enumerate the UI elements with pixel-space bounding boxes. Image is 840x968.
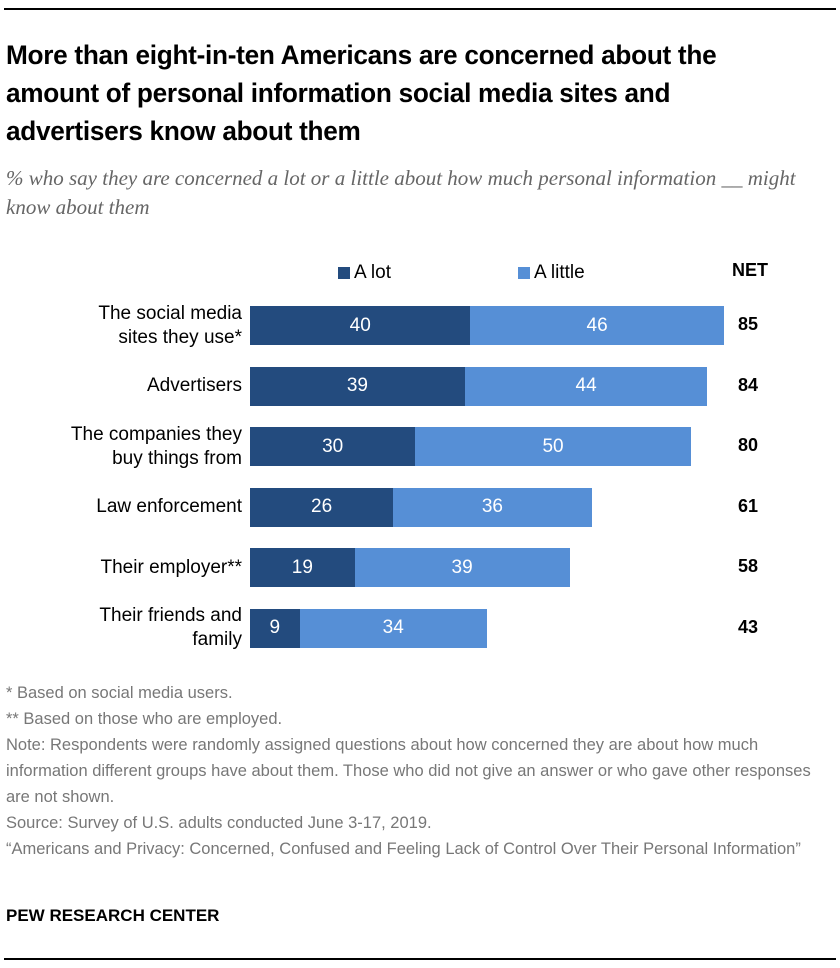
note-text: Note: Respondents were randomly assigned… bbox=[6, 736, 816, 806]
data-label: 36 bbox=[481, 496, 503, 517]
category-label: Law enforcement bbox=[96, 495, 242, 519]
bottom-rule bbox=[4, 958, 836, 960]
chart-title: More than eight-in-ten Americans are con… bbox=[6, 40, 717, 146]
legend-label-a-lot: A lot bbox=[354, 262, 391, 283]
bar-segment-a-lot: 40 bbox=[250, 306, 471, 345]
top-rule bbox=[4, 8, 836, 10]
net-header: NET bbox=[732, 260, 768, 280]
category-label: Their friends and family bbox=[99, 604, 242, 652]
data-label: 26 bbox=[311, 496, 333, 517]
category-label-line: Their employer** bbox=[100, 556, 243, 578]
net-value: 85 bbox=[738, 314, 759, 334]
category-label-line: Advertisers bbox=[146, 375, 242, 396]
footnote-social-media: * Based on social media users. bbox=[6, 684, 233, 702]
notes: * Based on social media users. ** Based … bbox=[6, 680, 836, 862]
bar-segment-a-little: 36 bbox=[393, 487, 592, 527]
net-value: 43 bbox=[738, 616, 759, 637]
net-value: 61 bbox=[738, 495, 759, 516]
data-label: 9 bbox=[269, 617, 281, 638]
data-label: 34 bbox=[382, 617, 404, 638]
bar-segment-a-lot: 9 bbox=[250, 608, 300, 648]
bar-segment-a-lot: 39 bbox=[250, 366, 465, 406]
category-label-line: The companies they bbox=[70, 423, 242, 445]
bar-segment-a-lot: 26 bbox=[250, 487, 394, 527]
net-value: 80 bbox=[738, 435, 759, 455]
category-label-line: family bbox=[192, 629, 242, 650]
source-text: Source: Survey of U.S. adults conducted … bbox=[6, 814, 432, 832]
net-value: 84 bbox=[738, 374, 759, 395]
data-label: 39 bbox=[451, 556, 473, 578]
legend-item-a-little: A little bbox=[518, 262, 585, 284]
bar-segment-a-lot: 19 bbox=[250, 548, 355, 587]
category-label-line: Law enforcement bbox=[96, 496, 242, 517]
category-label: Their employer** bbox=[101, 556, 243, 580]
bar-segment-a-little: 39 bbox=[354, 548, 570, 587]
bar-segment-a-little: 44 bbox=[464, 366, 708, 406]
data-label: 50 bbox=[542, 435, 564, 457]
net-value: 58 bbox=[738, 556, 759, 576]
data-label: 46 bbox=[586, 314, 608, 336]
data-label: 44 bbox=[575, 375, 597, 396]
category-label: The companies they buy things from bbox=[71, 423, 242, 471]
bar-segment-a-little: 34 bbox=[299, 608, 487, 648]
category-label-line: sites they use* bbox=[118, 326, 242, 348]
brand-label: PEW RESEARCH CENTER bbox=[6, 906, 220, 925]
category-label: The social media sites they use* bbox=[98, 302, 242, 350]
data-label: 40 bbox=[349, 314, 371, 336]
data-label: 19 bbox=[291, 556, 313, 578]
legend-label-a-little: A little bbox=[534, 262, 585, 283]
category-label: Advertisers bbox=[147, 374, 242, 398]
data-label: 39 bbox=[346, 375, 368, 396]
bar-segment-a-little: 50 bbox=[415, 427, 691, 466]
chart-subtitle: % who say they are concerned a lot or a … bbox=[6, 166, 796, 219]
bar-segment-a-lot: 30 bbox=[250, 427, 416, 466]
legend-swatch-a-little bbox=[518, 267, 530, 279]
data-label: 30 bbox=[322, 435, 344, 457]
report-title: “Americans and Privacy: Concerned, Confu… bbox=[6, 840, 801, 858]
category-label-line: Their friends and bbox=[99, 605, 242, 626]
legend-swatch-a-lot bbox=[338, 267, 350, 279]
legend-item-a-lot: A lot bbox=[338, 262, 391, 284]
bar-segment-a-little: 46 bbox=[470, 306, 724, 345]
category-label-line: The social media bbox=[98, 302, 242, 324]
footnote-employed: ** Based on those who are employed. bbox=[6, 710, 283, 728]
category-label-line: buy things from bbox=[112, 447, 242, 469]
